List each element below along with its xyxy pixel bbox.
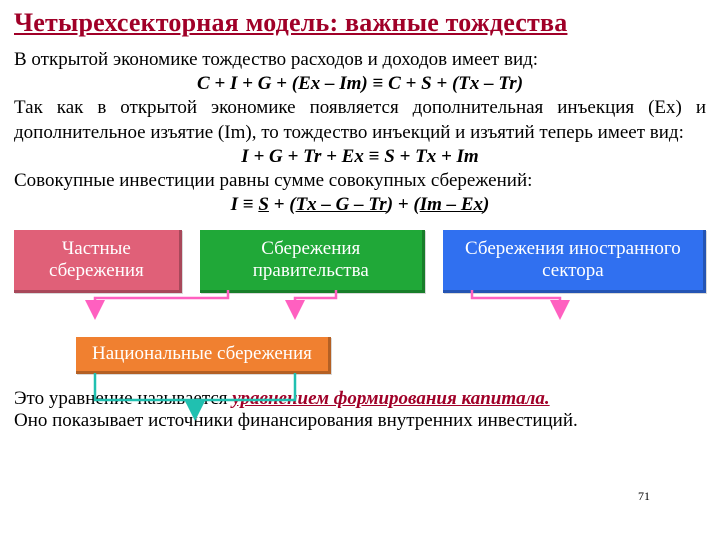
closing-emphasis: уравнением формирования капитала. — [232, 388, 549, 409]
closing-paragraph: Это уравнение называется уравнением форм… — [14, 388, 706, 432]
closing-lead: Это уравнение называется — [14, 388, 232, 409]
paragraph-1: В открытой экономике тождество расходов … — [14, 48, 706, 72]
f3-I: I — [231, 194, 238, 215]
f3-plus2: ) + ( — [387, 194, 420, 215]
f3-equiv: ≡ — [238, 194, 258, 215]
box-government-savings: Сбережения правительства — [200, 230, 425, 293]
f3-close: ) — [483, 194, 489, 215]
f1-equiv: ≡ — [368, 73, 388, 94]
f3-plus1: + ( — [269, 194, 296, 215]
f3-S: S — [258, 194, 269, 215]
box-foreign-savings: Сбережения иностранного сектора — [443, 230, 706, 293]
f1-left: C + I + G + (Ex – Im) — [197, 73, 368, 94]
paragraph-3: Совокупные инвестиции равны сумме совоку… — [14, 169, 706, 193]
f1-right: C + S + (Tx – Tr) — [388, 73, 523, 94]
closing-tail: Оно показывает источники финансирования … — [14, 410, 578, 431]
f2-equiv: ≡ — [364, 146, 384, 167]
formula-income-expense: C + I + G + (Ex – Im) ≡ C + S + (Tx – Tr… — [14, 73, 706, 95]
paragraph-2: Так как в открытой экономике появляется … — [14, 96, 706, 145]
slide-title: Четырехсекторная модель: важные тождеств… — [14, 8, 706, 38]
national-savings-row: Национальные сбережения — [14, 337, 706, 374]
page-number: 71 — [638, 489, 650, 504]
box-national-savings: Национальные сбережения — [76, 337, 331, 374]
formula-injections-withdrawals: I + G + Tr + Ex ≡ S + Tx + Im — [14, 146, 706, 168]
f3-gov-term: Tx – G – Tr — [296, 194, 387, 215]
formula-savings-investment: I ≡ S + (Tx – G – Tr) + (Im – Ex) — [14, 194, 706, 216]
f3-foreign-term: Im – Ex — [420, 194, 483, 215]
box-private-savings: Частные сбережения — [14, 230, 182, 293]
savings-boxes-row: Частные сбережения Сбережения правительс… — [14, 230, 706, 293]
f2-right: S + Tx + Im — [384, 146, 479, 167]
f2-left: I + G + Tr + Ex — [241, 146, 364, 167]
